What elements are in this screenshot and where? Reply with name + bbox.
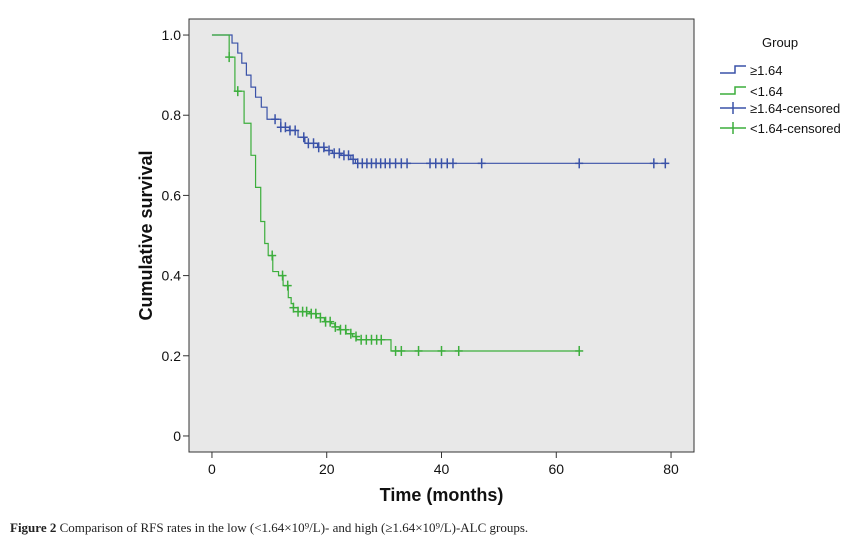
censor-mark-0-4 <box>291 125 300 136</box>
legend-swatch-0 <box>720 65 746 74</box>
censor-mark-0-26 <box>403 158 412 169</box>
x-tick-label-0: 0 <box>208 461 216 477</box>
y-tick-label-2: 0.4 <box>162 268 182 284</box>
censor-mark-0-0 <box>271 114 280 125</box>
censor-mark-1-16 <box>341 324 350 335</box>
y-tick-label-0: 0 <box>173 428 181 444</box>
censor-mark-0-2 <box>281 122 290 133</box>
plot-area <box>188 18 695 453</box>
censor-mark-1-5 <box>289 302 298 313</box>
censor-mark-1-8 <box>302 306 311 317</box>
censor-mark-1-10 <box>311 308 320 319</box>
y-axis-title: Cumulative survival <box>136 150 156 320</box>
legend-label-high: ≥1.64 <box>750 63 782 78</box>
censor-mark-1-18 <box>351 331 360 342</box>
legend-label-low: <1.64 <box>750 84 783 99</box>
legend-swatch-1 <box>720 86 746 95</box>
censor-mark-0-33 <box>575 158 584 169</box>
censor-mark-1-3 <box>278 270 287 281</box>
x-tick-label-40: 40 <box>434 461 450 477</box>
y-tick-label-5: 1.0 <box>162 27 182 43</box>
censor-mark-0-12 <box>335 148 344 159</box>
y-tick-label-4: 0.8 <box>162 107 182 123</box>
series-layer <box>211 34 670 356</box>
legend-title: Group <box>762 35 798 50</box>
figure-caption: Figure 2 Comparison of RFS rates in the … <box>10 520 840 536</box>
legend-label-low-censored: <1.64-censored <box>750 121 841 136</box>
censor-mark-0-5 <box>299 132 308 143</box>
censor-mark-1-27 <box>437 345 446 356</box>
censor-mark-1-17 <box>346 328 355 339</box>
censor-mark-1-4 <box>283 280 292 291</box>
censor-mark-1-13 <box>326 316 335 327</box>
axes: 0 20 40 60 80 0 0.2 0.4 0.6 0.8 1.0 <box>162 27 680 477</box>
legend-label-high-censored: ≥1.64-censored <box>750 101 840 116</box>
censor-mark-0-35 <box>661 158 670 169</box>
censor-mark-0-15 <box>349 154 358 165</box>
censor-mark-1-14 <box>331 321 340 332</box>
censor-mark-1-1 <box>233 86 242 97</box>
legend: Group ≥1.64 <1.64 ≥1.64-censored <1.64-c… <box>720 35 841 136</box>
censor-mark-0-7 <box>309 138 318 149</box>
censor-mark-1-11 <box>316 312 325 323</box>
censor-mark-1-29 <box>575 345 584 356</box>
censor-mark-0-14 <box>344 150 353 161</box>
x-axis-title: Time (months) <box>380 485 504 505</box>
censor-mark-1-0 <box>225 52 234 63</box>
caption-label: Figure 2 <box>10 520 57 535</box>
y-tick-label-1: 0.2 <box>162 348 182 364</box>
x-tick-label-80: 80 <box>663 461 679 477</box>
censor-mark-1-28 <box>454 345 463 356</box>
censor-mark-0-10 <box>325 145 334 156</box>
censor-mark-1-23 <box>377 334 386 345</box>
censor-mark-1-2 <box>268 250 277 261</box>
censor-mark-0-31 <box>448 158 457 169</box>
caption-text: Comparison of RFS rates in the low (<1.6… <box>59 520 529 535</box>
x-tick-label-60: 60 <box>548 461 564 477</box>
censor-mark-1-25 <box>397 345 406 356</box>
y-tick-label-3: 0.6 <box>162 187 182 203</box>
x-tick-label-20: 20 <box>319 461 335 477</box>
censor-mark-0-32 <box>477 158 486 169</box>
censor-mark-1-26 <box>414 345 423 356</box>
censor-mark-0-9 <box>319 142 328 153</box>
censor-mark-0-34 <box>649 158 658 169</box>
